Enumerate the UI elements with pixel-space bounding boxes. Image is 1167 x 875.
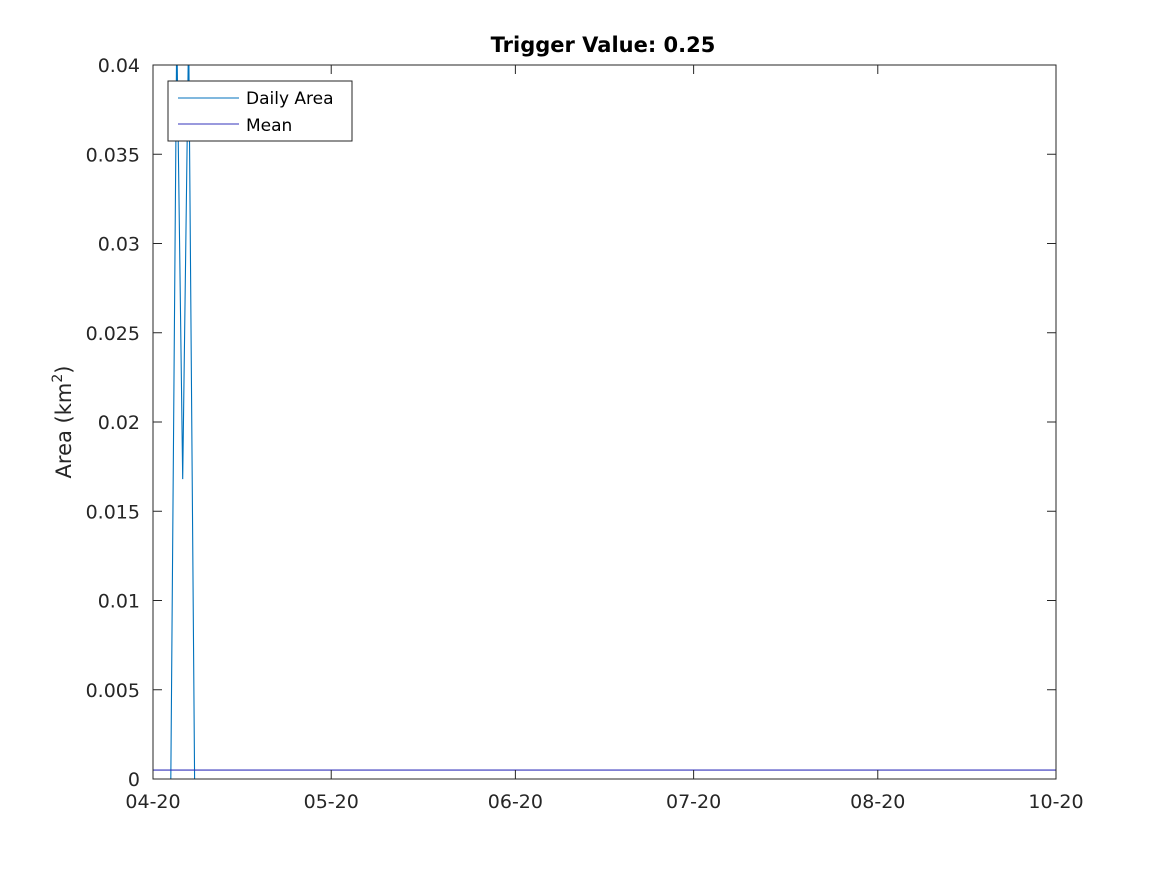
x-tick-label: 07-20 [666, 791, 721, 813]
y-axis-label-close: ) [52, 366, 76, 374]
y-tick-label: 0.04 [98, 55, 140, 77]
x-tick-label: 06-20 [488, 791, 543, 813]
y-tick-label: 0.02 [98, 412, 140, 434]
series-layer [153, 65, 1056, 779]
x-tick-label: 05-20 [304, 791, 359, 813]
chart-title: Trigger Value: 0.25 [491, 33, 716, 57]
y-tick-label: 0.035 [86, 144, 140, 166]
legend-label-mean: Mean [246, 116, 292, 136]
y-tick-label: 0.03 [98, 234, 140, 256]
y-axis: 0 0.005 0.01 0.015 0.02 0.025 0.03 0.035 0.04 [86, 55, 1056, 791]
y-axis-label-superscript: 2 [50, 374, 66, 383]
y-tick-label: 0 [128, 769, 140, 791]
legend-box [167, 80, 353, 142]
y-axis-label-main: Area (km [52, 383, 76, 479]
x-tick-label: 08-20 [850, 791, 905, 813]
legend: Daily Area Mean [167, 80, 353, 142]
y-tick-label: 0.015 [86, 501, 140, 523]
x-tick-label: 04-20 [125, 791, 180, 813]
y-tick-label: 0.025 [86, 323, 140, 345]
x-tick-label: 10-20 [1028, 791, 1083, 813]
y-tick-label: 0.005 [86, 680, 140, 702]
y-tick-label: 0.01 [98, 591, 140, 613]
y-axis-label: Area (km2) [50, 366, 76, 479]
legend-label-daily-area: Daily Area [246, 89, 334, 109]
x-axis: 04-20 05-20 06-20 07-20 08-20 10-20 [125, 65, 1084, 813]
series-line-daily-area [153, 65, 1056, 779]
